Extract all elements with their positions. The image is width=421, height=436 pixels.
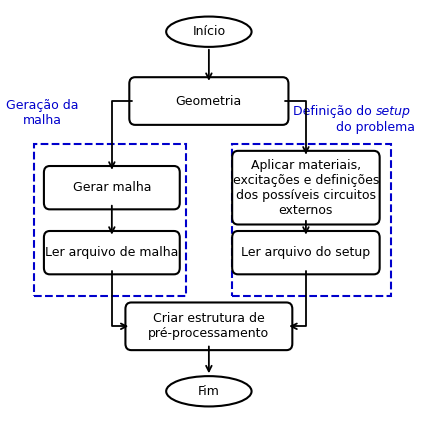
FancyBboxPatch shape bbox=[129, 77, 288, 125]
Text: do problema: do problema bbox=[336, 120, 415, 133]
FancyBboxPatch shape bbox=[232, 231, 380, 274]
Text: Gerar malha: Gerar malha bbox=[72, 181, 151, 194]
Text: setup: setup bbox=[376, 106, 410, 118]
Text: Definição do: Definição do bbox=[293, 106, 376, 118]
FancyBboxPatch shape bbox=[125, 303, 292, 350]
Text: Criar estrutura de
pré-processamento: Criar estrutura de pré-processamento bbox=[148, 312, 269, 341]
FancyBboxPatch shape bbox=[44, 231, 180, 274]
Text: Geometria: Geometria bbox=[176, 95, 242, 108]
Text: Ler arquivo de malha: Ler arquivo de malha bbox=[45, 246, 179, 259]
Text: Ler arquivo do setup: Ler arquivo do setup bbox=[241, 246, 370, 259]
FancyBboxPatch shape bbox=[232, 151, 380, 225]
Text: Início: Início bbox=[192, 25, 225, 38]
Ellipse shape bbox=[166, 17, 252, 47]
Text: Fim: Fim bbox=[198, 385, 220, 398]
Text: Geração da
malha: Geração da malha bbox=[6, 99, 78, 127]
Text: Aplicar materiais,
excitações e definições
dos possíveis circuitos
externos: Aplicar materiais, excitações e definiçõ… bbox=[233, 159, 379, 217]
FancyBboxPatch shape bbox=[44, 166, 180, 209]
Ellipse shape bbox=[166, 376, 252, 406]
